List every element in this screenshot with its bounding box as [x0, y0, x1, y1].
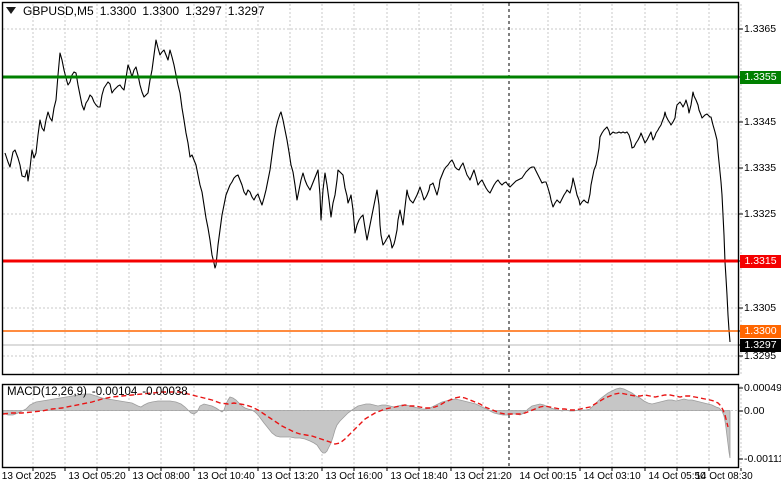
time-axis-label: 13 Oct 08:00	[132, 471, 190, 482]
time-axis-label: 14 Oct 00:15	[519, 471, 577, 482]
main-chart-border	[1, 1, 740, 376]
time-axis-label: 13 Oct 10:40	[197, 471, 255, 482]
quote-open: 1.3300	[99, 4, 137, 18]
quote-low: 1.3297	[185, 4, 222, 18]
chart-header: GBPUSD,M5 1.3300 1.3300 1.3297 1.3297	[6, 4, 265, 18]
macd-main-value: -0.00104	[91, 386, 138, 398]
macd-panel-border	[1, 383, 740, 469]
time-axis-label: 14 Oct 05:50	[648, 471, 706, 482]
quote-high: 1.3300	[142, 4, 180, 18]
price-axis-label: 1.3295	[744, 350, 777, 362]
macd-signal-value: -0.00038	[142, 386, 188, 398]
time-axis-label: 13 Oct 13:20	[261, 471, 319, 482]
macd-histogram	[2, 387, 731, 459]
price-axis-label: 0.00	[744, 405, 765, 417]
level-price-tag[interactable]: 1.3355	[740, 70, 781, 84]
time-axis-label: 13 Oct 2025	[1, 471, 57, 482]
macd-indicator-label: MACD(12,26,9)	[7, 386, 87, 398]
time-axis-label: 14 Oct 08:30	[695, 471, 753, 482]
level-price-tag[interactable]: 1.3315	[740, 254, 781, 268]
level-price-tag[interactable]: 1.3300	[740, 324, 781, 338]
time-axis-label: 13 Oct 16:00	[325, 471, 383, 482]
price-axis-label: 1.3325	[744, 208, 777, 220]
symbol-label: GBPUSD,M5	[23, 4, 94, 18]
price-axis-label: 1.3335	[744, 162, 777, 174]
price-axis-label: -0.00111	[744, 453, 781, 465]
price-line	[4, 39, 731, 343]
time-axis-label: 13 Oct 05:20	[68, 471, 126, 482]
price-axis-label: 1.3365	[744, 23, 777, 35]
macd-signal-line	[2, 391, 729, 445]
quote-close: 1.3297	[227, 4, 265, 18]
current-price-tag: 1.3297	[740, 338, 781, 352]
time-axis-label: 13 Oct 21:20	[454, 471, 512, 482]
price-axis-label: 1.3345	[744, 116, 777, 128]
price-axis-label: 1.3305	[744, 302, 777, 314]
symbol-menu-icon[interactable]	[6, 7, 16, 15]
time-axis-label: 14 Oct 03:10	[583, 471, 641, 482]
price-axis-label: 0.00049	[744, 382, 781, 394]
time-axis-label: 13 Oct 18:40	[390, 471, 448, 482]
macd-header: MACD(12,26,9) -0.00104 -0.00038	[7, 386, 188, 398]
